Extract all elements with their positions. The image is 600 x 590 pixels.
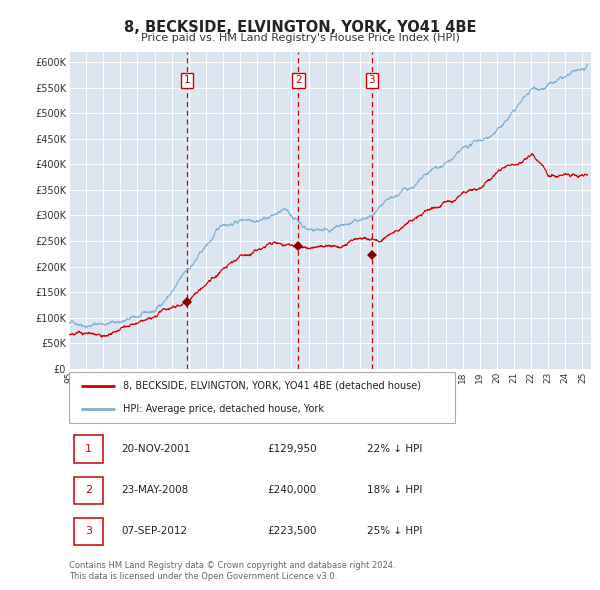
FancyBboxPatch shape <box>74 435 103 463</box>
FancyBboxPatch shape <box>69 372 455 423</box>
Text: Price paid vs. HM Land Registry's House Price Index (HPI): Price paid vs. HM Land Registry's House … <box>140 33 460 43</box>
Text: 8, BECKSIDE, ELVINGTON, YORK, YO41 4BE: 8, BECKSIDE, ELVINGTON, YORK, YO41 4BE <box>124 20 476 35</box>
Text: 18% ↓ HPI: 18% ↓ HPI <box>367 486 422 495</box>
Text: 2: 2 <box>295 76 302 86</box>
Text: 22% ↓ HPI: 22% ↓ HPI <box>367 444 422 454</box>
Text: 1: 1 <box>184 76 190 86</box>
Text: 07-SEP-2012: 07-SEP-2012 <box>121 526 187 536</box>
Text: £240,000: £240,000 <box>268 486 317 495</box>
Text: 3: 3 <box>85 526 92 536</box>
FancyBboxPatch shape <box>74 518 103 545</box>
Text: 23-MAY-2008: 23-MAY-2008 <box>121 486 188 495</box>
Text: 2: 2 <box>85 486 92 495</box>
Text: Contains HM Land Registry data © Crown copyright and database right 2024.
This d: Contains HM Land Registry data © Crown c… <box>69 560 395 581</box>
Text: £129,950: £129,950 <box>268 444 317 454</box>
FancyBboxPatch shape <box>74 477 103 504</box>
Text: 3: 3 <box>368 76 375 86</box>
Text: 1: 1 <box>85 444 92 454</box>
Text: £223,500: £223,500 <box>268 526 317 536</box>
Text: 25% ↓ HPI: 25% ↓ HPI <box>367 526 422 536</box>
Text: HPI: Average price, detached house, York: HPI: Average price, detached house, York <box>123 404 324 414</box>
Text: 8, BECKSIDE, ELVINGTON, YORK, YO41 4BE (detached house): 8, BECKSIDE, ELVINGTON, YORK, YO41 4BE (… <box>123 381 421 391</box>
Text: 20-NOV-2001: 20-NOV-2001 <box>121 444 190 454</box>
